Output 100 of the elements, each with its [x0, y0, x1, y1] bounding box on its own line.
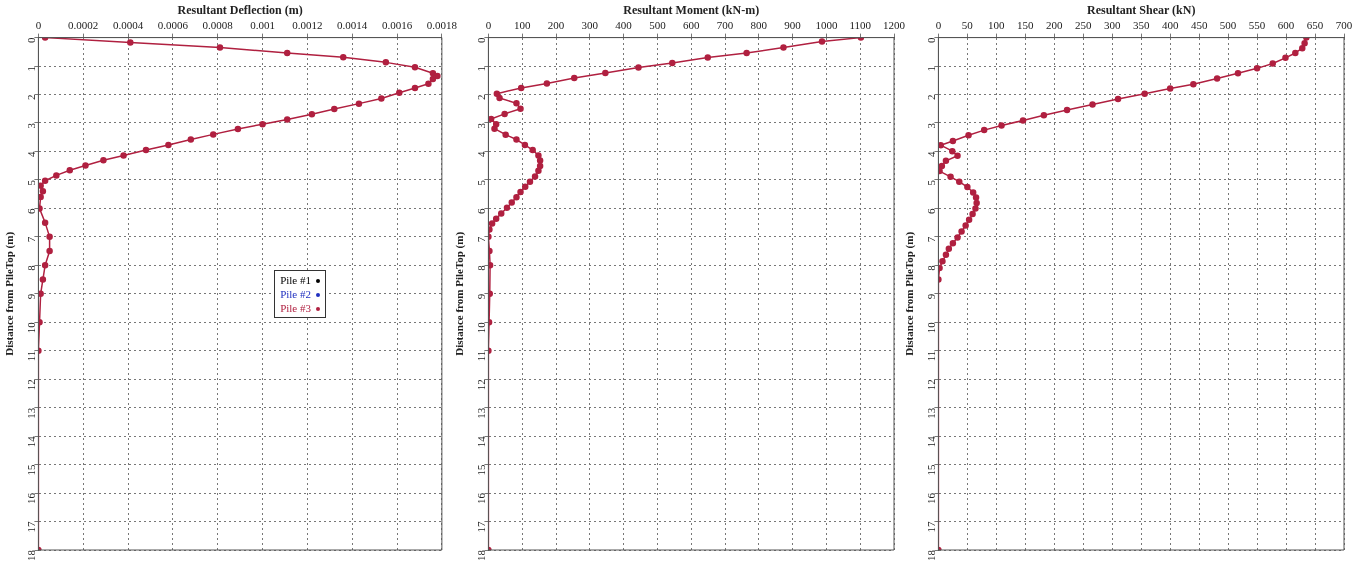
x-tick-label: 1000: [815, 18, 838, 31]
x-tick-label: 300: [581, 18, 599, 31]
y-tick-label: 14: [925, 435, 938, 448]
y-tick-label: 4: [25, 150, 38, 157]
x-tick-label: 200: [547, 18, 565, 31]
y-tick-label: 2: [25, 94, 38, 101]
x-tick-label: 700: [716, 18, 734, 31]
y-tick-label: 15: [925, 464, 938, 476]
x-tick-label: 550: [1248, 18, 1266, 31]
x-tick-label: 400: [615, 18, 633, 31]
y-tick-label: 3: [925, 122, 938, 129]
y-tick-label: 9: [475, 293, 488, 300]
y-tick-label: 18: [25, 549, 38, 561]
x-tick-label: 800: [750, 18, 768, 31]
y-tick-label: 9: [25, 293, 38, 300]
x-tick-label: 150: [1017, 18, 1035, 31]
y-tick-label: 15: [475, 464, 488, 476]
y-tick-label: 16: [925, 492, 938, 505]
x-tick-label: 500: [1219, 18, 1237, 31]
y-tick-label: 5: [25, 179, 38, 186]
y-tick-label: 7: [925, 236, 938, 243]
y-tick-label: 16: [25, 492, 38, 505]
x-tick-label: 0.0016: [381, 18, 413, 31]
y-tick-label: 11: [25, 350, 38, 362]
x-tick-label: 600: [1277, 18, 1295, 31]
x-tick-label: 0.0014: [337, 18, 368, 31]
y-tick-label: 1: [25, 66, 38, 72]
y-tick-label: 5: [475, 179, 488, 186]
y-tick-label: 16: [475, 492, 488, 505]
y-tick-label: 17: [475, 521, 488, 533]
x-tick-label: 0.001: [250, 18, 275, 31]
y-tick-label: 3: [475, 122, 488, 129]
y-tick-label: 5: [925, 179, 938, 186]
y-tick-label: 14: [475, 435, 488, 448]
y-tick-label: 8: [925, 264, 938, 271]
x-tick-label: 0.0018: [426, 18, 458, 31]
x-tick-label: 0.0002: [68, 18, 99, 31]
y-tick-label: 1: [925, 66, 938, 72]
x-tick-label: 350: [1132, 18, 1150, 31]
y-tick-label: 14: [25, 435, 38, 448]
y-tick-label: 8: [475, 264, 488, 271]
x-tick-label: 450: [1190, 18, 1208, 31]
x-axis-title: Resultant Moment (kN-m): [623, 3, 760, 18]
y-tick-label: 18: [925, 549, 938, 561]
y-tick-label: 11: [475, 350, 488, 362]
y-tick-label: 0: [925, 37, 938, 44]
y-tick-label: 6: [925, 207, 938, 214]
x-tick-label: 400: [1161, 18, 1179, 31]
y-tick-label: 12: [475, 379, 488, 391]
x-tick-label: 0.0006: [157, 18, 189, 31]
y-tick-label: 0: [25, 37, 38, 44]
y-tick-label: 17: [925, 521, 938, 533]
y-tick-label: 13: [25, 407, 38, 419]
y-tick-label: 7: [475, 236, 488, 243]
x-tick-label: 650: [1306, 18, 1324, 31]
y-tick-label: 4: [925, 150, 938, 157]
y-tick-label: 10: [925, 321, 938, 334]
x-tick-label: 100: [988, 18, 1006, 31]
x-axis-title: Resultant Shear (kN): [1086, 3, 1196, 18]
x-tick-label: 0.0008: [202, 18, 234, 31]
x-tick-label: 500: [649, 18, 667, 31]
x-tick-label: 700: [1335, 18, 1353, 31]
y-axis-title: Distance from PileTop (m): [453, 231, 467, 356]
y-tick-label: 12: [925, 379, 938, 391]
y-tick-label: 3: [25, 122, 38, 129]
y-tick-label: 13: [925, 407, 938, 419]
y-tick-label: 7: [25, 236, 38, 243]
x-tick-label: 900: [784, 18, 802, 31]
y-tick-label: 6: [25, 207, 38, 214]
x-tick-label: 0.0004: [112, 18, 144, 31]
y-tick-label: 2: [925, 94, 938, 101]
y-tick-label: 6: [475, 207, 488, 214]
y-tick-label: 4: [475, 150, 488, 157]
x-axis-title: Resultant Deflection (m): [177, 3, 303, 18]
legend-label: Pile #2: [280, 287, 311, 300]
y-tick-label: 0: [475, 37, 488, 44]
y-tick-label: 12: [25, 379, 38, 391]
legend-label: Pile #3: [280, 301, 311, 314]
x-tick-label: 600: [682, 18, 700, 31]
y-tick-label: 15: [25, 464, 38, 476]
x-tick-label: 50: [961, 18, 974, 31]
x-tick-label: 250: [1075, 18, 1093, 31]
x-tick-label: 200: [1046, 18, 1064, 31]
x-tick-label: 0.0012: [292, 18, 323, 31]
y-tick-label: 10: [475, 321, 488, 334]
y-tick-label: 10: [25, 321, 38, 334]
y-tick-label: 17: [25, 521, 38, 533]
y-tick-label: 18: [475, 549, 488, 561]
y-tick-label: 11: [925, 350, 938, 362]
legend-label: Pile #1: [280, 273, 311, 286]
y-tick-label: 13: [475, 407, 488, 419]
y-axis-title: Distance from PileTop (m): [3, 231, 17, 356]
x-tick-label: 1100: [849, 18, 872, 31]
y-axis-title: Distance from PileTop (m): [903, 231, 917, 356]
y-tick-label: 2: [475, 94, 488, 101]
x-tick-label: 100: [513, 18, 531, 31]
y-tick-label: 8: [25, 264, 38, 271]
x-tick-label: 300: [1103, 18, 1121, 31]
x-tick-label: 1200: [883, 18, 906, 31]
y-tick-label: 1: [475, 66, 488, 72]
